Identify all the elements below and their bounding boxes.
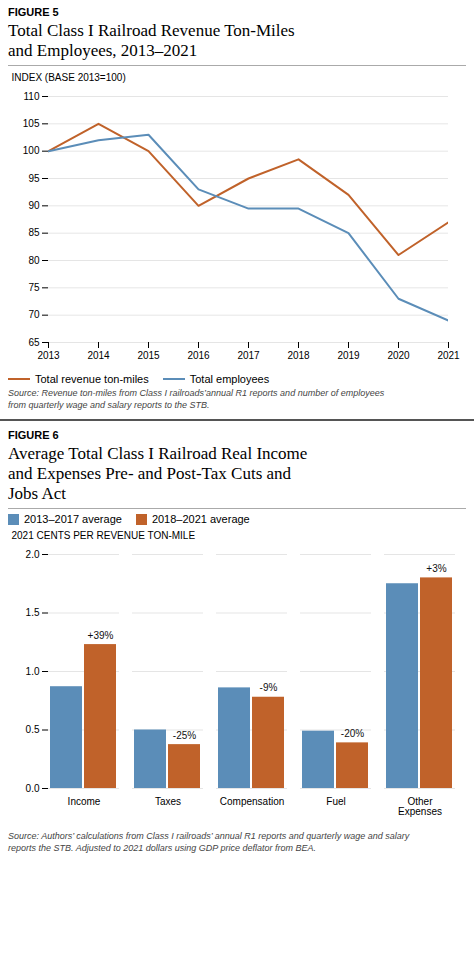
svg-text:70: 70	[28, 309, 40, 320]
html-text:FIGURE 6: FIGURE 6	[8, 429, 59, 442]
html-text:Source: Revenue ton-miles from: Source: Revenue ton-miles from Class I r…	[8, 388, 385, 410]
svg-text:0.0: 0.0	[26, 783, 40, 794]
svg-text:100: 100	[23, 145, 40, 156]
svg-text:65: 65	[28, 337, 40, 348]
html-text:Total Class I Railroad Revenue: Total Class I Railroad Revenue Ton-Miles…	[8, 21, 295, 60]
svg-text:2017: 2017	[237, 350, 260, 361]
html-text:2018–2021 average: 2018–2021 average	[151, 513, 250, 526]
svg-text:2014: 2014	[87, 350, 110, 361]
svg-text:-20%: -20%	[341, 728, 364, 739]
svg-text:2.0: 2.0	[26, 549, 40, 560]
svg-text:Compensation: Compensation	[220, 796, 284, 807]
svg-text:75: 75	[28, 282, 40, 293]
svg-text:Taxes: Taxes	[155, 796, 181, 807]
svg-text:2018: 2018	[287, 350, 310, 361]
svg-text:OtherExpenses: OtherExpenses	[398, 796, 442, 817]
svg-text:2020: 2020	[387, 350, 410, 361]
svg-text:+3%: +3%	[426, 563, 446, 574]
svg-text:INDEX (BASE 2013=100): INDEX (BASE 2013=100)	[12, 72, 126, 83]
svg-text:2016: 2016	[187, 350, 210, 361]
svg-text:2019: 2019	[337, 350, 360, 361]
svg-text:110: 110	[24, 91, 40, 102]
svg-text:95: 95	[28, 173, 40, 184]
svg-text:105: 105	[23, 118, 40, 129]
svg-text:80: 80	[28, 255, 40, 266]
svg-text:85: 85	[28, 227, 40, 238]
svg-text:-25%: -25%	[173, 730, 196, 741]
svg-text:1.5: 1.5	[26, 607, 40, 618]
svg-text:90: 90	[28, 200, 40, 211]
svg-text:Income: Income	[68, 796, 101, 807]
html-text:FIGURE 5: FIGURE 5	[8, 6, 59, 18]
svg-text:2015: 2015	[137, 350, 160, 361]
svg-text:2013: 2013	[37, 350, 60, 361]
svg-text:2021: 2021	[437, 350, 460, 361]
html-text:Average Total Class I Railroad: Average Total Class I Railroad Real Inco…	[8, 444, 308, 503]
svg-text:+39%: +39%	[88, 630, 114, 641]
svg-text:Fuel: Fuel	[326, 796, 345, 807]
html-text:2013–2017 average: 2013–2017 average	[24, 513, 122, 526]
html-text:Total employees: Total employees	[189, 373, 270, 386]
html-text:Source: Authors’ calculations: Source: Authors’ calculations from Class…	[8, 831, 410, 853]
html-text:Total revenue ton-miles: Total revenue ton-miles	[35, 373, 149, 386]
svg-text:2021 CENTS PER REVENUE TON-MIL: 2021 CENTS PER REVENUE TON-MILE	[12, 530, 196, 541]
svg-text:1.0: 1.0	[26, 666, 40, 677]
svg-text:-9%: -9%	[260, 682, 278, 693]
svg-text:0.5: 0.5	[26, 724, 40, 735]
